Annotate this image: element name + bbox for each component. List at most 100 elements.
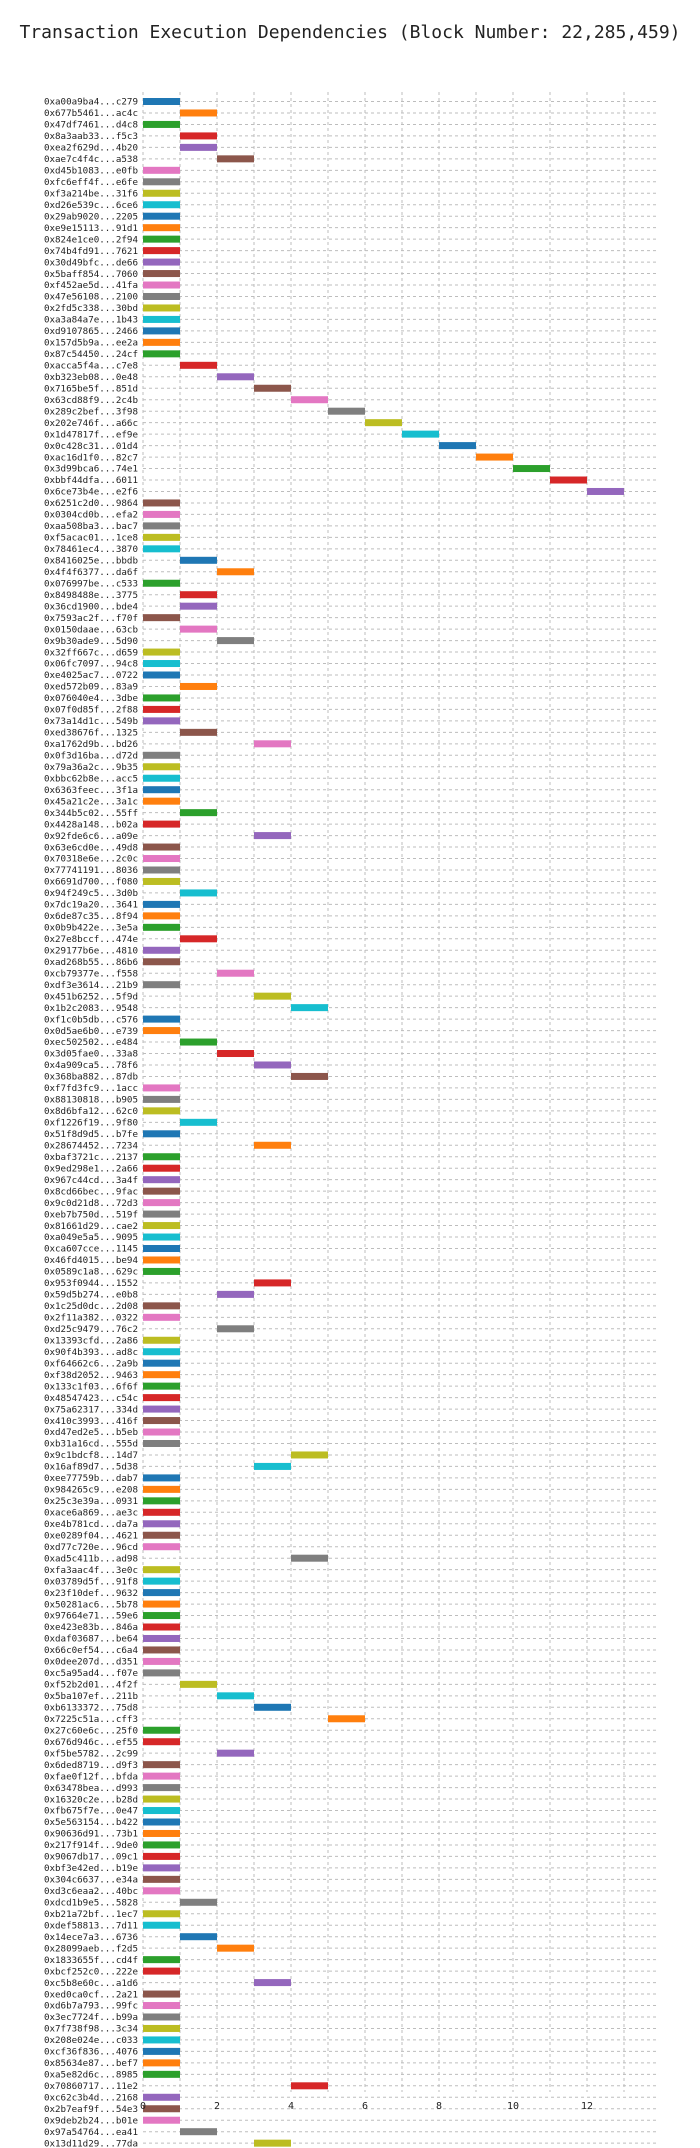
transaction-label: 0xf52b2d01...4f2f xyxy=(44,1680,138,1691)
transaction-bar xyxy=(143,1222,180,1230)
transaction-label: 0xbaf3721c...2137 xyxy=(44,1152,138,1163)
transaction-bar xyxy=(143,2070,180,2078)
transaction-label: 0x208e024e...c033 xyxy=(44,2035,138,2046)
chart-title: Transaction Execution Dependencies (Bloc… xyxy=(19,22,680,43)
transaction-bar xyxy=(143,1348,180,1356)
transaction-label: 0x5ba107ef...211b xyxy=(44,1691,138,1702)
transaction-label: 0xed572b09...83a9 xyxy=(44,682,138,693)
transaction-label: 0xf1c0b5db...c576 xyxy=(44,1014,138,1025)
transaction-label: 0x97664e71...59e6 xyxy=(44,1611,138,1622)
transaction-bar xyxy=(143,350,180,358)
transaction-label: 0x63cd88f9...2c4b xyxy=(44,395,138,406)
transaction-bar xyxy=(143,327,180,335)
transaction-bar xyxy=(217,1692,254,1700)
transaction-label: 0xf7fd3fc9...1acc xyxy=(44,1083,138,1094)
transaction-label: 0x74b4fd91...7621 xyxy=(44,246,138,257)
transaction-bar xyxy=(254,1141,291,1149)
transaction-bar xyxy=(143,1910,180,1918)
transaction-label: 0x29ab9020...2205 xyxy=(44,211,138,222)
transaction-label: 0xe423e83b...846a xyxy=(44,1622,138,1633)
transaction-label: 0x6691d700...f080 xyxy=(44,877,138,888)
transaction-bar xyxy=(143,533,180,541)
transaction-label: 0xf452ae5d...41fa xyxy=(44,280,138,291)
transaction-bar xyxy=(143,1497,180,1505)
transaction-label: 0x28099aeb...f2d5 xyxy=(44,1943,138,1954)
transaction-bar xyxy=(143,614,180,622)
transaction-label: 0xfb675f7e...0e47 xyxy=(44,1806,138,1817)
transaction-bar xyxy=(143,1015,180,1023)
transaction-bar xyxy=(143,1577,180,1585)
transaction-label: 0xace6a869...ae3c xyxy=(44,1508,138,1519)
transaction-label: 0xeb7b750d...519f xyxy=(44,1209,138,1220)
transaction-bar xyxy=(143,1176,180,1184)
transaction-bar xyxy=(254,832,291,840)
transaction-label: 0xad5c411b...ad98 xyxy=(44,1553,138,1564)
transaction-label: 0xbbc62b8e...acc5 xyxy=(44,773,138,784)
transaction-label: 0x677b5461...ac4c xyxy=(44,108,138,119)
transaction-bar xyxy=(254,1979,291,1987)
transaction-label: 0x46fd4015...be94 xyxy=(44,1255,139,1266)
transaction-label: 0xdcd1b9e5...5828 xyxy=(44,1897,138,1908)
transaction-label: 0x202e746f...a66c xyxy=(44,418,138,429)
transaction-bar xyxy=(180,1680,217,1688)
transaction-label: 0x0f3d16ba...d72d xyxy=(44,750,138,761)
transaction-bar xyxy=(180,809,217,817)
transaction-bar xyxy=(328,1715,365,1723)
transaction-label: 0x3d05fae0...33a8 xyxy=(44,1049,138,1060)
transaction-bar xyxy=(143,224,180,232)
transaction-bar xyxy=(217,373,254,381)
transaction-bar xyxy=(291,396,328,404)
transaction-bar xyxy=(143,1394,180,1402)
transaction-bar xyxy=(143,1199,180,1207)
transaction-bar xyxy=(254,1703,291,1711)
transaction-bar xyxy=(143,1956,180,1964)
transaction-label: 0x36cd1900...bde4 xyxy=(44,601,139,612)
transaction-label: 0x75a62317...334d xyxy=(44,1404,138,1415)
transaction-bar xyxy=(143,201,180,209)
transaction-label: 0x59d5b274...e0b8 xyxy=(44,1290,138,1301)
transaction-bar xyxy=(217,1749,254,1757)
transaction-label: 0xd25c9479...76c2 xyxy=(44,1324,138,1335)
transaction-label: 0x70318e6e...2c0c xyxy=(44,854,138,865)
transaction-label: 0x92fde6c6...a09e xyxy=(44,831,138,842)
transaction-bar xyxy=(143,1336,180,1344)
transaction-bar xyxy=(476,453,513,461)
transaction-label: 0xac16d1f0...82c7 xyxy=(44,452,138,463)
x-tick-label: 8 xyxy=(436,2101,442,2112)
transaction-label: 0x8a3aab33...f5c3 xyxy=(44,131,138,142)
transaction-bar xyxy=(143,1634,180,1642)
transaction-bar xyxy=(143,315,180,323)
transaction-bar xyxy=(143,877,180,885)
transaction-label: 0x4f4f6377...da6f xyxy=(44,567,138,578)
transaction-label: 0x45a21c2e...3a1c xyxy=(44,796,138,807)
transaction-bar xyxy=(143,510,180,518)
transaction-bar xyxy=(439,442,476,450)
transaction-label: 0x23f10def...9632 xyxy=(44,1588,138,1599)
transaction-bar xyxy=(143,2093,180,2101)
transaction-label: 0x7f738f98...3c34 xyxy=(44,2024,139,2035)
transaction-label: 0x0304cd0b...efa2 xyxy=(44,510,138,521)
transaction-bar xyxy=(143,281,180,289)
transaction-label: 0xed0ca0cf...2a21 xyxy=(44,1989,138,2000)
transaction-label: 0xbcf252c0...222e xyxy=(44,1966,138,1977)
transaction-bar xyxy=(180,1898,217,1906)
transaction-label: 0xd26e539c...6ce6 xyxy=(44,200,138,211)
transaction-bar xyxy=(217,1050,254,1058)
transaction-label: 0x77741191...8036 xyxy=(44,865,138,876)
transaction-bar xyxy=(143,212,180,220)
transaction-label: 0xed38676f...1325 xyxy=(44,728,138,739)
transaction-bar xyxy=(143,2105,180,2113)
transaction-bar xyxy=(513,465,550,473)
transaction-label: 0xb6133372...75d8 xyxy=(44,1703,138,1714)
transaction-label: 0xbbf44dfa...6011 xyxy=(44,475,138,486)
transaction-bar xyxy=(143,866,180,874)
transaction-bar xyxy=(143,338,180,346)
transaction-label: 0xcb79377e...f558 xyxy=(44,968,138,979)
transaction-bar xyxy=(143,751,180,759)
transaction-bar xyxy=(143,1784,180,1792)
transaction-bar xyxy=(143,855,180,863)
transaction-label: 0xf38d2052...9463 xyxy=(44,1370,138,1381)
transaction-label: 0x344b5c02...55ff xyxy=(44,808,138,819)
transaction-label: 0x6de87c35...8f94 xyxy=(44,911,139,922)
transaction-label: 0xbf3e42ed...b19e xyxy=(44,1863,138,1874)
